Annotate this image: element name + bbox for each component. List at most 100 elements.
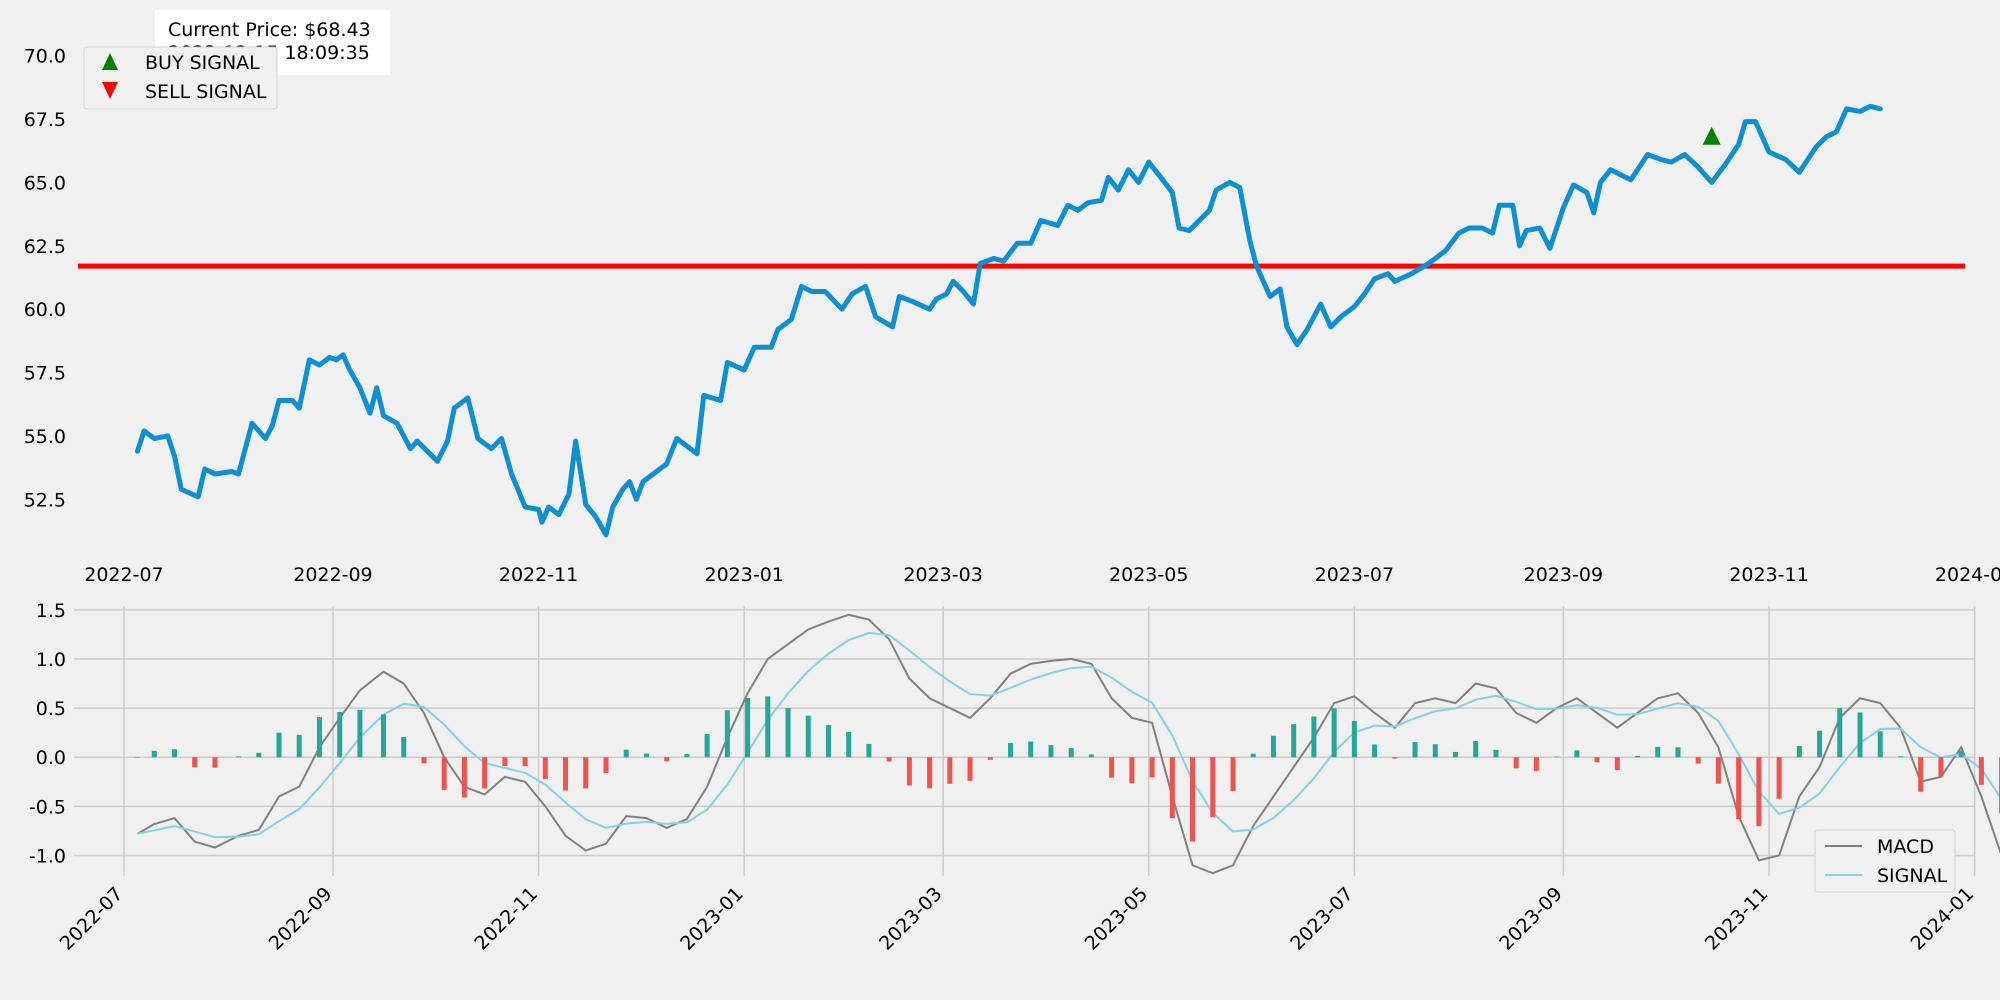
macd-histogram-bar [316, 717, 322, 758]
macd-histogram-bar [1169, 757, 1175, 819]
macd-histogram-bar [1331, 708, 1337, 758]
legend-signal-label: SIGNAL [1877, 865, 1948, 887]
price-legend-box [83, 46, 278, 110]
macd-histogram-bar [1008, 742, 1014, 758]
macd-histogram-bar [1513, 757, 1519, 769]
price-x-tick-label: 2023-11 [1729, 564, 1808, 586]
macd-histogram-bar [1877, 731, 1883, 758]
macd-histogram-bar [502, 757, 508, 767]
macd-histogram-bar [1857, 712, 1863, 758]
macd-histogram-bar [563, 757, 569, 791]
price-x-tick-label: 2023-01 [705, 564, 784, 586]
macd-histogram-bar [1149, 757, 1155, 778]
macd-histogram-bar [967, 757, 973, 781]
price-x-tick-label: 2023-07 [1315, 564, 1394, 586]
macd-histogram-bar [1129, 757, 1135, 784]
price-y-tick-label: 67.5 [24, 109, 66, 131]
macd-histogram-bar [1635, 756, 1641, 758]
macd-histogram-bar [1594, 757, 1600, 763]
macd-histogram-bar [1796, 745, 1802, 758]
macd-histogram-bar [1210, 757, 1216, 818]
macd-histogram-bar [1351, 721, 1357, 758]
signal-line [137, 631, 2000, 839]
macd-y-tick-label: 1.0 [36, 649, 66, 671]
macd-histogram-bar [643, 753, 649, 758]
macd-histogram-bar [947, 757, 953, 784]
macd-histogram-bar [1533, 757, 1539, 771]
macd-histogram-bar [1270, 735, 1276, 758]
macd-x-tick-label: 2023-01 [676, 883, 748, 955]
buy-signal-marker [1702, 126, 1721, 145]
macd-histogram-bar [583, 757, 589, 789]
macd-histogram-bar [1897, 756, 1903, 758]
macd-histogram-bar [1574, 750, 1580, 758]
macd-histogram-bar [724, 710, 730, 758]
price-legend: BUY SIGNAL SELL SIGNAL [83, 46, 278, 110]
price-x-tick-label: 2022-09 [293, 564, 372, 586]
macd-histogram-bar [542, 757, 548, 779]
macd-histogram-bar [1614, 757, 1620, 771]
annotation-line-1: Current Price: $68.43 [168, 19, 371, 41]
price-y-tick-label: 62.5 [24, 236, 66, 258]
macd-histogram-bar [1250, 753, 1256, 758]
macd-histogram-bar [684, 754, 690, 758]
legend-sell-label: SELL SIGNAL [145, 81, 267, 103]
price-x-tick-label: 2024-01 [1935, 564, 2000, 586]
macd-histogram-bar [745, 697, 751, 758]
macd-histogram-bar [1695, 757, 1701, 764]
macd-x-tick-label: 2023-07 [1286, 883, 1358, 955]
macd-histogram-bar [1736, 757, 1742, 820]
macd-histogram-bar [1715, 757, 1721, 784]
macd-line [136, 613, 2000, 875]
macd-histogram-bar [1675, 747, 1681, 758]
macd-histogram-bar [357, 709, 363, 758]
legend-buy-label: BUY SIGNAL [145, 52, 260, 74]
price-series-line [134, 103, 1883, 538]
macd-histogram-bar [1028, 741, 1034, 758]
macd-histogram-bar [296, 734, 302, 758]
macd-histogram-bar [1837, 708, 1843, 758]
macd-histogram-bar [805, 715, 811, 758]
macd-histogram-bar [1109, 757, 1115, 778]
macd-histogram-bar [276, 732, 282, 758]
macd-histogram-bar [1311, 716, 1317, 758]
macd-histogram-bar [482, 757, 488, 789]
legend-buy-marker [102, 53, 118, 70]
macd-histogram-bar [1756, 757, 1762, 827]
macd-histogram-bar [825, 725, 831, 758]
price-x-tick-label: 2022-11 [499, 564, 578, 586]
macd-histogram-bar [1452, 751, 1458, 758]
macd-histogram-bar [866, 743, 872, 758]
macd-y-tick-label: -1.0 [29, 845, 66, 867]
macd-y-tick-label: 0.5 [36, 698, 66, 720]
macd-histogram-bar [1230, 757, 1236, 792]
macd-histogram-bar [381, 714, 387, 758]
legend-sell-marker [102, 82, 118, 99]
macd-x-tick-label: 2024-01 [1906, 883, 1978, 955]
macd-histogram-bar [1473, 741, 1479, 758]
price-y-tick-label: 55.0 [24, 426, 66, 448]
macd-histogram-bar [1655, 746, 1661, 758]
price-y-tick-label: 70.0 [24, 46, 66, 68]
macd-histogram-bar [1776, 757, 1782, 799]
macd-histogram-bar [1068, 748, 1074, 758]
macd-histogram-bar [337, 711, 343, 758]
macd-histogram-bar [1190, 757, 1196, 842]
macd-histogram-bar [522, 757, 528, 767]
macd-histogram-bar [1291, 724, 1297, 758]
macd-histogram-bar [461, 757, 467, 798]
macd-histogram-bar [421, 757, 427, 764]
macd-histogram-bar [927, 757, 933, 789]
macd-histogram-bar [987, 757, 993, 760]
macd-histogram-bar [441, 757, 447, 790]
macd-y-tick-label: 0.0 [36, 747, 66, 769]
macd-legend: MACD SIGNAL [1814, 829, 1956, 893]
macd-histogram-bar [1412, 742, 1418, 758]
macd-histogram-bar [1048, 745, 1054, 758]
macd-histogram-bar [151, 750, 157, 758]
price-x-tick-label: 2023-03 [903, 564, 982, 586]
macd-histogram-bar [785, 708, 791, 758]
macd-histogram-bar [256, 752, 262, 758]
macd-histogram-bar [236, 756, 242, 758]
